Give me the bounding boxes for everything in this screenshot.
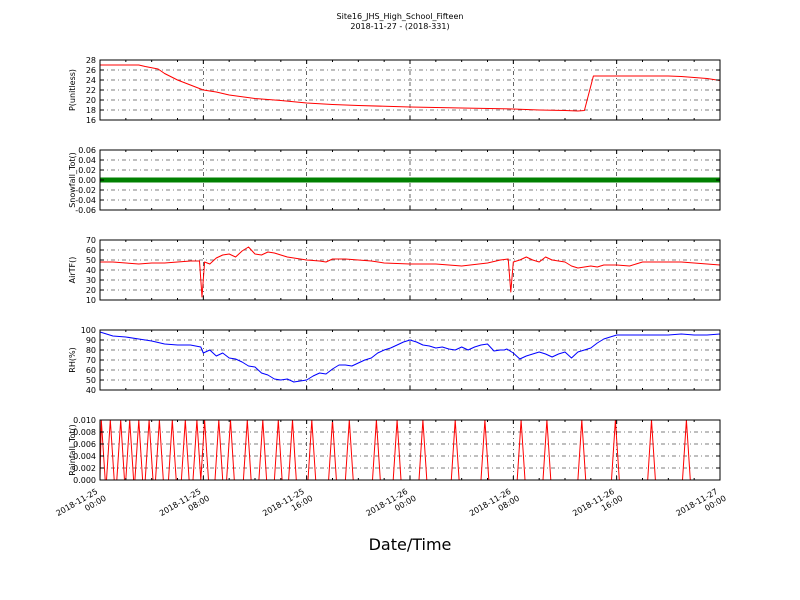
y-tick-label: 0.06 <box>78 146 96 155</box>
y-tick-label: 0.04 <box>78 156 96 165</box>
y-tick-label: 0.010 <box>73 416 96 425</box>
y-axis-label: P(unitless) <box>68 69 77 111</box>
y-tick-label: 0.006 <box>73 440 96 449</box>
y-tick-label: 0.002 <box>73 464 96 473</box>
y-tick-label: 0.000 <box>73 476 96 485</box>
y-tick-label: 22 <box>86 86 96 95</box>
y-tick-label: 50 <box>86 256 96 265</box>
y-tick-label: 0.00 <box>78 176 96 185</box>
y-tick-label: 16 <box>86 116 96 125</box>
y-axis-label: Rainfall_Tot() <box>68 424 77 476</box>
series-line <box>100 64 721 112</box>
y-tick-label: 60 <box>86 246 96 255</box>
y-tick-label: 20 <box>86 96 96 105</box>
y-tick-label: -0.04 <box>75 196 96 205</box>
series-line <box>99 331 721 383</box>
y-tick-label: -0.02 <box>75 186 96 195</box>
y-tick-label: 18 <box>86 106 96 115</box>
y-tick-label: 70 <box>86 236 96 245</box>
series-line <box>100 246 721 298</box>
y-tick-label: 0.02 <box>78 166 96 175</box>
chart-subtitle: 2018-11-27 - (2018-331) <box>350 22 449 31</box>
y-tick-label: 30 <box>86 276 96 285</box>
y-tick-label: 60 <box>86 366 96 375</box>
y-tick-label: 90 <box>86 336 96 345</box>
y-tick-label: 10 <box>86 296 96 305</box>
panel-2: -0.06-0.04-0.020.000.020.040.06Snowfall_… <box>68 146 721 215</box>
y-tick-label: 28 <box>86 56 96 65</box>
chart-title: Site16_JHS_High_School_Fifteen <box>337 12 464 21</box>
x-axis-label: Date/Time <box>369 535 452 554</box>
y-tick-label: 0.008 <box>73 428 96 437</box>
panel-5: 0.000 0.002 0.004 0.006 0.008 0.010Rainfall_T… <box>68 416 721 485</box>
y-tick-label: 50 <box>86 376 96 385</box>
y-tick-label: 20 <box>86 286 96 295</box>
y-tick-label: 40 <box>86 386 96 395</box>
y-tick-label: -0.06 <box>75 206 96 215</box>
y-axis-label: Snowfall_Tot() <box>68 152 77 208</box>
y-tick-label: 80 <box>86 346 96 355</box>
y-tick-label: 24 <box>86 76 96 85</box>
y-axis-label: RH(%) <box>68 347 77 372</box>
y-tick-label: 26 <box>86 66 96 75</box>
y-tick-label: 70 <box>86 356 96 365</box>
y-tick-label: 0.004 <box>73 452 96 461</box>
y-tick-label: 100 <box>81 326 96 335</box>
y-axis-label: AirTF() <box>68 257 77 284</box>
y-tick-label: 40 <box>86 266 96 275</box>
